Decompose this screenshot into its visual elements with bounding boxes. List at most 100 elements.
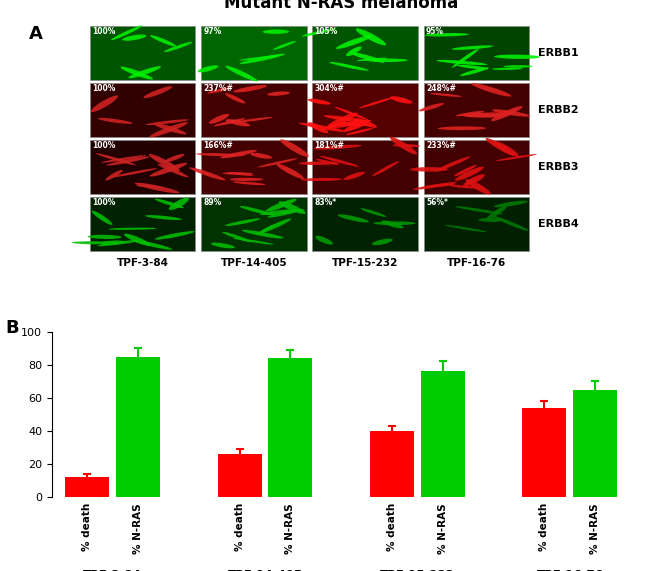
Ellipse shape (340, 122, 369, 126)
Ellipse shape (129, 66, 161, 78)
Text: 100%: 100% (92, 27, 115, 36)
Ellipse shape (105, 170, 123, 180)
Ellipse shape (437, 60, 488, 65)
Text: ERBB4: ERBB4 (538, 219, 578, 229)
Text: TPF-15-232: TPF-15-232 (380, 569, 455, 571)
Ellipse shape (107, 156, 150, 166)
Ellipse shape (328, 112, 358, 127)
Text: TPF-15-232: TPF-15-232 (332, 258, 398, 268)
Ellipse shape (492, 68, 523, 70)
Ellipse shape (263, 30, 289, 34)
Ellipse shape (101, 155, 146, 163)
Ellipse shape (111, 168, 157, 178)
Ellipse shape (454, 165, 476, 176)
Ellipse shape (257, 224, 275, 235)
Ellipse shape (493, 141, 519, 156)
Text: TPF-14-405: TPF-14-405 (220, 258, 287, 268)
Ellipse shape (356, 29, 386, 45)
Ellipse shape (463, 174, 485, 186)
Ellipse shape (280, 139, 309, 157)
Ellipse shape (445, 225, 487, 232)
Text: TPF-16-76: TPF-16-76 (536, 569, 603, 571)
Ellipse shape (437, 126, 486, 130)
Ellipse shape (235, 117, 273, 123)
Ellipse shape (131, 239, 172, 250)
Ellipse shape (492, 110, 530, 116)
Ellipse shape (150, 163, 187, 176)
Ellipse shape (313, 144, 362, 150)
Ellipse shape (189, 167, 226, 180)
Text: 304%#: 304%# (315, 84, 344, 93)
Ellipse shape (250, 153, 272, 159)
Text: 89%: 89% (203, 198, 222, 207)
Ellipse shape (486, 138, 515, 156)
Text: A: A (29, 25, 43, 43)
Bar (218, 454, 262, 497)
Bar (421, 371, 465, 497)
Ellipse shape (463, 114, 502, 118)
Text: ERBB2: ERBB2 (538, 105, 578, 115)
Ellipse shape (196, 153, 245, 156)
Ellipse shape (149, 154, 180, 171)
Ellipse shape (98, 118, 133, 124)
Ellipse shape (211, 243, 235, 248)
Text: 105%: 105% (315, 27, 338, 36)
Ellipse shape (494, 200, 528, 207)
Ellipse shape (346, 46, 361, 56)
Bar (201, 26, 307, 81)
Ellipse shape (198, 65, 218, 73)
Ellipse shape (267, 91, 290, 96)
Ellipse shape (335, 107, 369, 120)
Bar (201, 140, 307, 194)
Ellipse shape (486, 206, 507, 220)
Ellipse shape (145, 215, 181, 220)
Ellipse shape (455, 167, 484, 181)
Ellipse shape (419, 103, 444, 111)
Ellipse shape (390, 137, 417, 155)
Ellipse shape (91, 95, 118, 112)
Bar (201, 83, 307, 138)
Ellipse shape (150, 35, 176, 46)
Ellipse shape (260, 209, 304, 215)
Ellipse shape (164, 42, 192, 52)
Ellipse shape (357, 58, 387, 61)
Ellipse shape (413, 182, 457, 190)
Text: 237%#: 237%# (203, 84, 233, 93)
Ellipse shape (315, 236, 333, 244)
Bar (424, 26, 529, 81)
Text: 83%*: 83%* (315, 198, 337, 207)
Ellipse shape (452, 46, 493, 50)
Ellipse shape (164, 154, 185, 162)
Ellipse shape (456, 111, 484, 116)
Ellipse shape (298, 123, 346, 132)
Ellipse shape (300, 178, 343, 181)
Text: 97%: 97% (203, 27, 222, 36)
Ellipse shape (465, 179, 491, 194)
Ellipse shape (258, 158, 298, 167)
Ellipse shape (229, 178, 263, 181)
Bar (90, 140, 195, 194)
Ellipse shape (233, 85, 267, 93)
Ellipse shape (373, 222, 415, 225)
Ellipse shape (436, 156, 471, 171)
Bar (116, 356, 160, 497)
Ellipse shape (452, 49, 479, 67)
Ellipse shape (330, 62, 369, 71)
Ellipse shape (267, 210, 301, 218)
Ellipse shape (96, 153, 136, 166)
Bar (424, 140, 529, 194)
Ellipse shape (308, 122, 328, 133)
Ellipse shape (100, 240, 125, 245)
Ellipse shape (273, 41, 296, 50)
Text: 166%#: 166%# (203, 140, 233, 150)
Ellipse shape (169, 198, 189, 210)
Text: TPF-16-76: TPF-16-76 (447, 258, 506, 268)
Ellipse shape (390, 96, 412, 103)
Ellipse shape (478, 218, 502, 222)
Text: 248%#: 248%# (426, 84, 456, 93)
Ellipse shape (98, 240, 140, 246)
Ellipse shape (336, 35, 372, 49)
Text: 100%: 100% (92, 198, 115, 207)
Ellipse shape (430, 93, 461, 97)
Ellipse shape (354, 118, 377, 128)
